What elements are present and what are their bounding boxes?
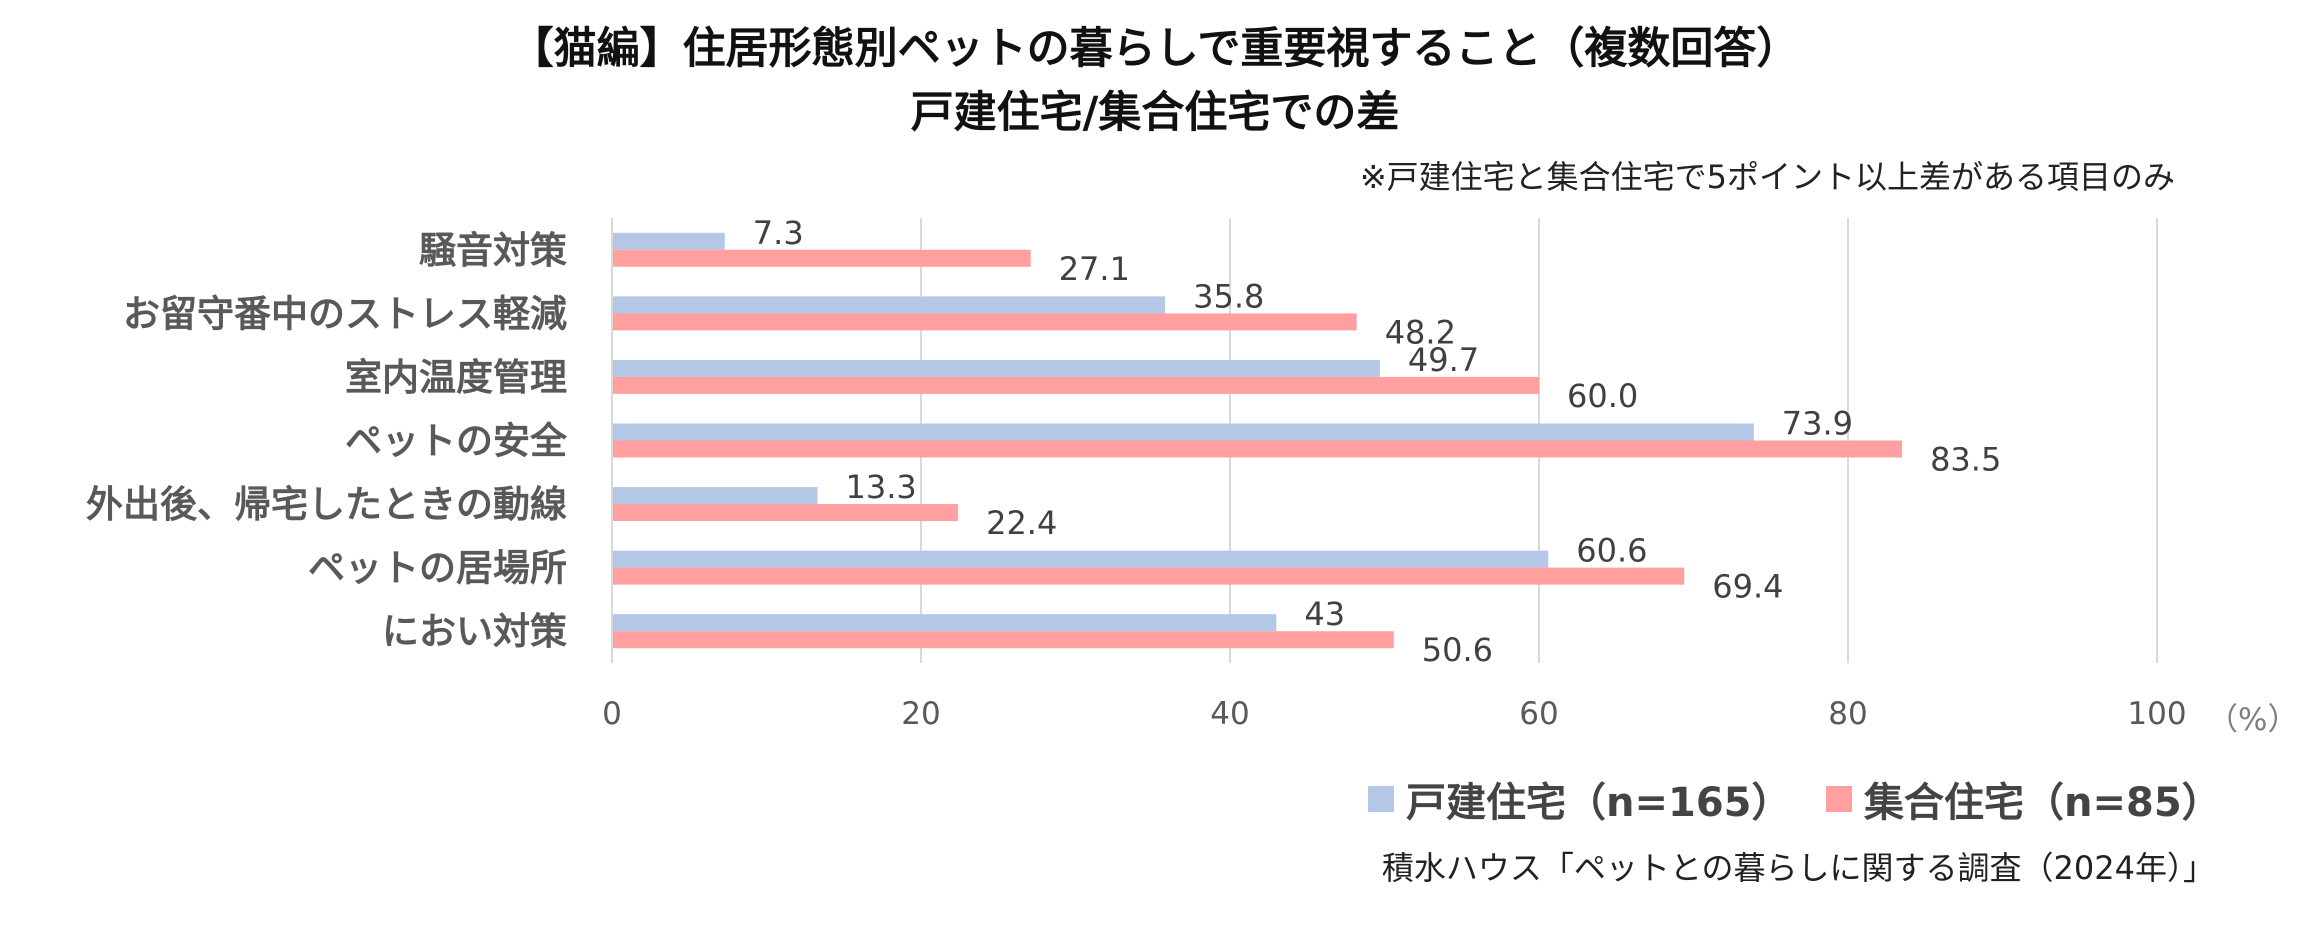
- category-label: 外出後、帰宅したときの動線: [86, 483, 567, 526]
- data-label-detached: 13.3: [845, 468, 916, 506]
- data-label-detached: 49.7: [1408, 341, 1479, 379]
- bar-apartment: [612, 440, 1903, 458]
- bar-detached: [612, 296, 1166, 314]
- legend-label-detached: 戸建住宅（n=165）: [1406, 780, 1792, 826]
- data-label-apartment: 27.1: [1059, 250, 1130, 288]
- legend-item-detached: 戸建住宅（n=165）: [1368, 770, 1792, 828]
- data-label-detached: 73.9: [1782, 405, 1853, 443]
- x-tick-label: 0: [602, 696, 622, 732]
- data-label-detached: 7.3: [753, 214, 804, 252]
- data-label-apartment: 50.6: [1422, 631, 1493, 669]
- data-label-apartment: 60.0: [1567, 377, 1638, 415]
- x-tick-label: 100: [2127, 696, 2186, 732]
- data-label-detached: 43: [1304, 595, 1345, 633]
- data-label-apartment: 48.2: [1385, 313, 1456, 351]
- chart-title: 【猫編】住居形態別ペットの暮らしで重要視すること（複数回答）: [510, 24, 1800, 74]
- category-label: におい対策: [382, 610, 567, 653]
- legend-item-apartment: 集合住宅（n=85）: [1826, 770, 2222, 828]
- bar-detached: [612, 232, 725, 250]
- data-label-detached: 35.8: [1193, 277, 1264, 315]
- bar-apartment: [612, 313, 1357, 331]
- category-label: 騒音対策: [419, 229, 567, 272]
- data-label-apartment: 83.5: [1930, 441, 2001, 479]
- bar-chart: 0 20 40 60 80 100 （%） 騒音対策 7.3 27.1 お留守番中のストレス軽減 35…: [86, 214, 2298, 738]
- bar-detached: [612, 359, 1380, 377]
- bar-detached: [612, 423, 1754, 441]
- x-tick-label: 40: [1210, 696, 1249, 732]
- category-label: 室内温度管理: [345, 356, 567, 399]
- bar-apartment: [612, 631, 1394, 649]
- x-tick-label: 80: [1828, 696, 1867, 732]
- bar-detached: [612, 550, 1549, 568]
- data-label-apartment: 69.4: [1712, 568, 1783, 606]
- category-label: ペットの居場所: [308, 547, 567, 590]
- data-label-detached: 60.6: [1576, 532, 1647, 570]
- bar-apartment: [612, 376, 1539, 394]
- legend-swatch-apartment: [1826, 786, 1852, 812]
- x-unit-label: （%）: [2207, 702, 2298, 738]
- bar-apartment: [612, 504, 959, 522]
- chart-subtitle: 戸建住宅/集合住宅での差: [910, 88, 1400, 138]
- category-label: お留守番中のストレス軽減: [123, 292, 567, 335]
- bar-apartment: [612, 249, 1031, 267]
- chart-note: ※戸建住宅と集合住宅で5ポイント以上差がある項目のみ: [1359, 158, 2175, 196]
- source-credit: 積水ハウス「ペットとの暮らしに関する調査（2024年）」: [1381, 849, 2215, 887]
- bar-detached: [612, 487, 818, 505]
- legend-label-apartment: 集合住宅（n=85）: [1864, 780, 2222, 826]
- bar-detached: [612, 614, 1277, 632]
- data-label-apartment: 22.4: [986, 504, 1057, 542]
- x-tick-label: 60: [1519, 696, 1558, 732]
- x-tick-label: 20: [901, 696, 940, 732]
- category-label: ペットの安全: [345, 420, 568, 463]
- bar-apartment: [612, 567, 1685, 585]
- legend-swatch-detached: [1368, 786, 1394, 812]
